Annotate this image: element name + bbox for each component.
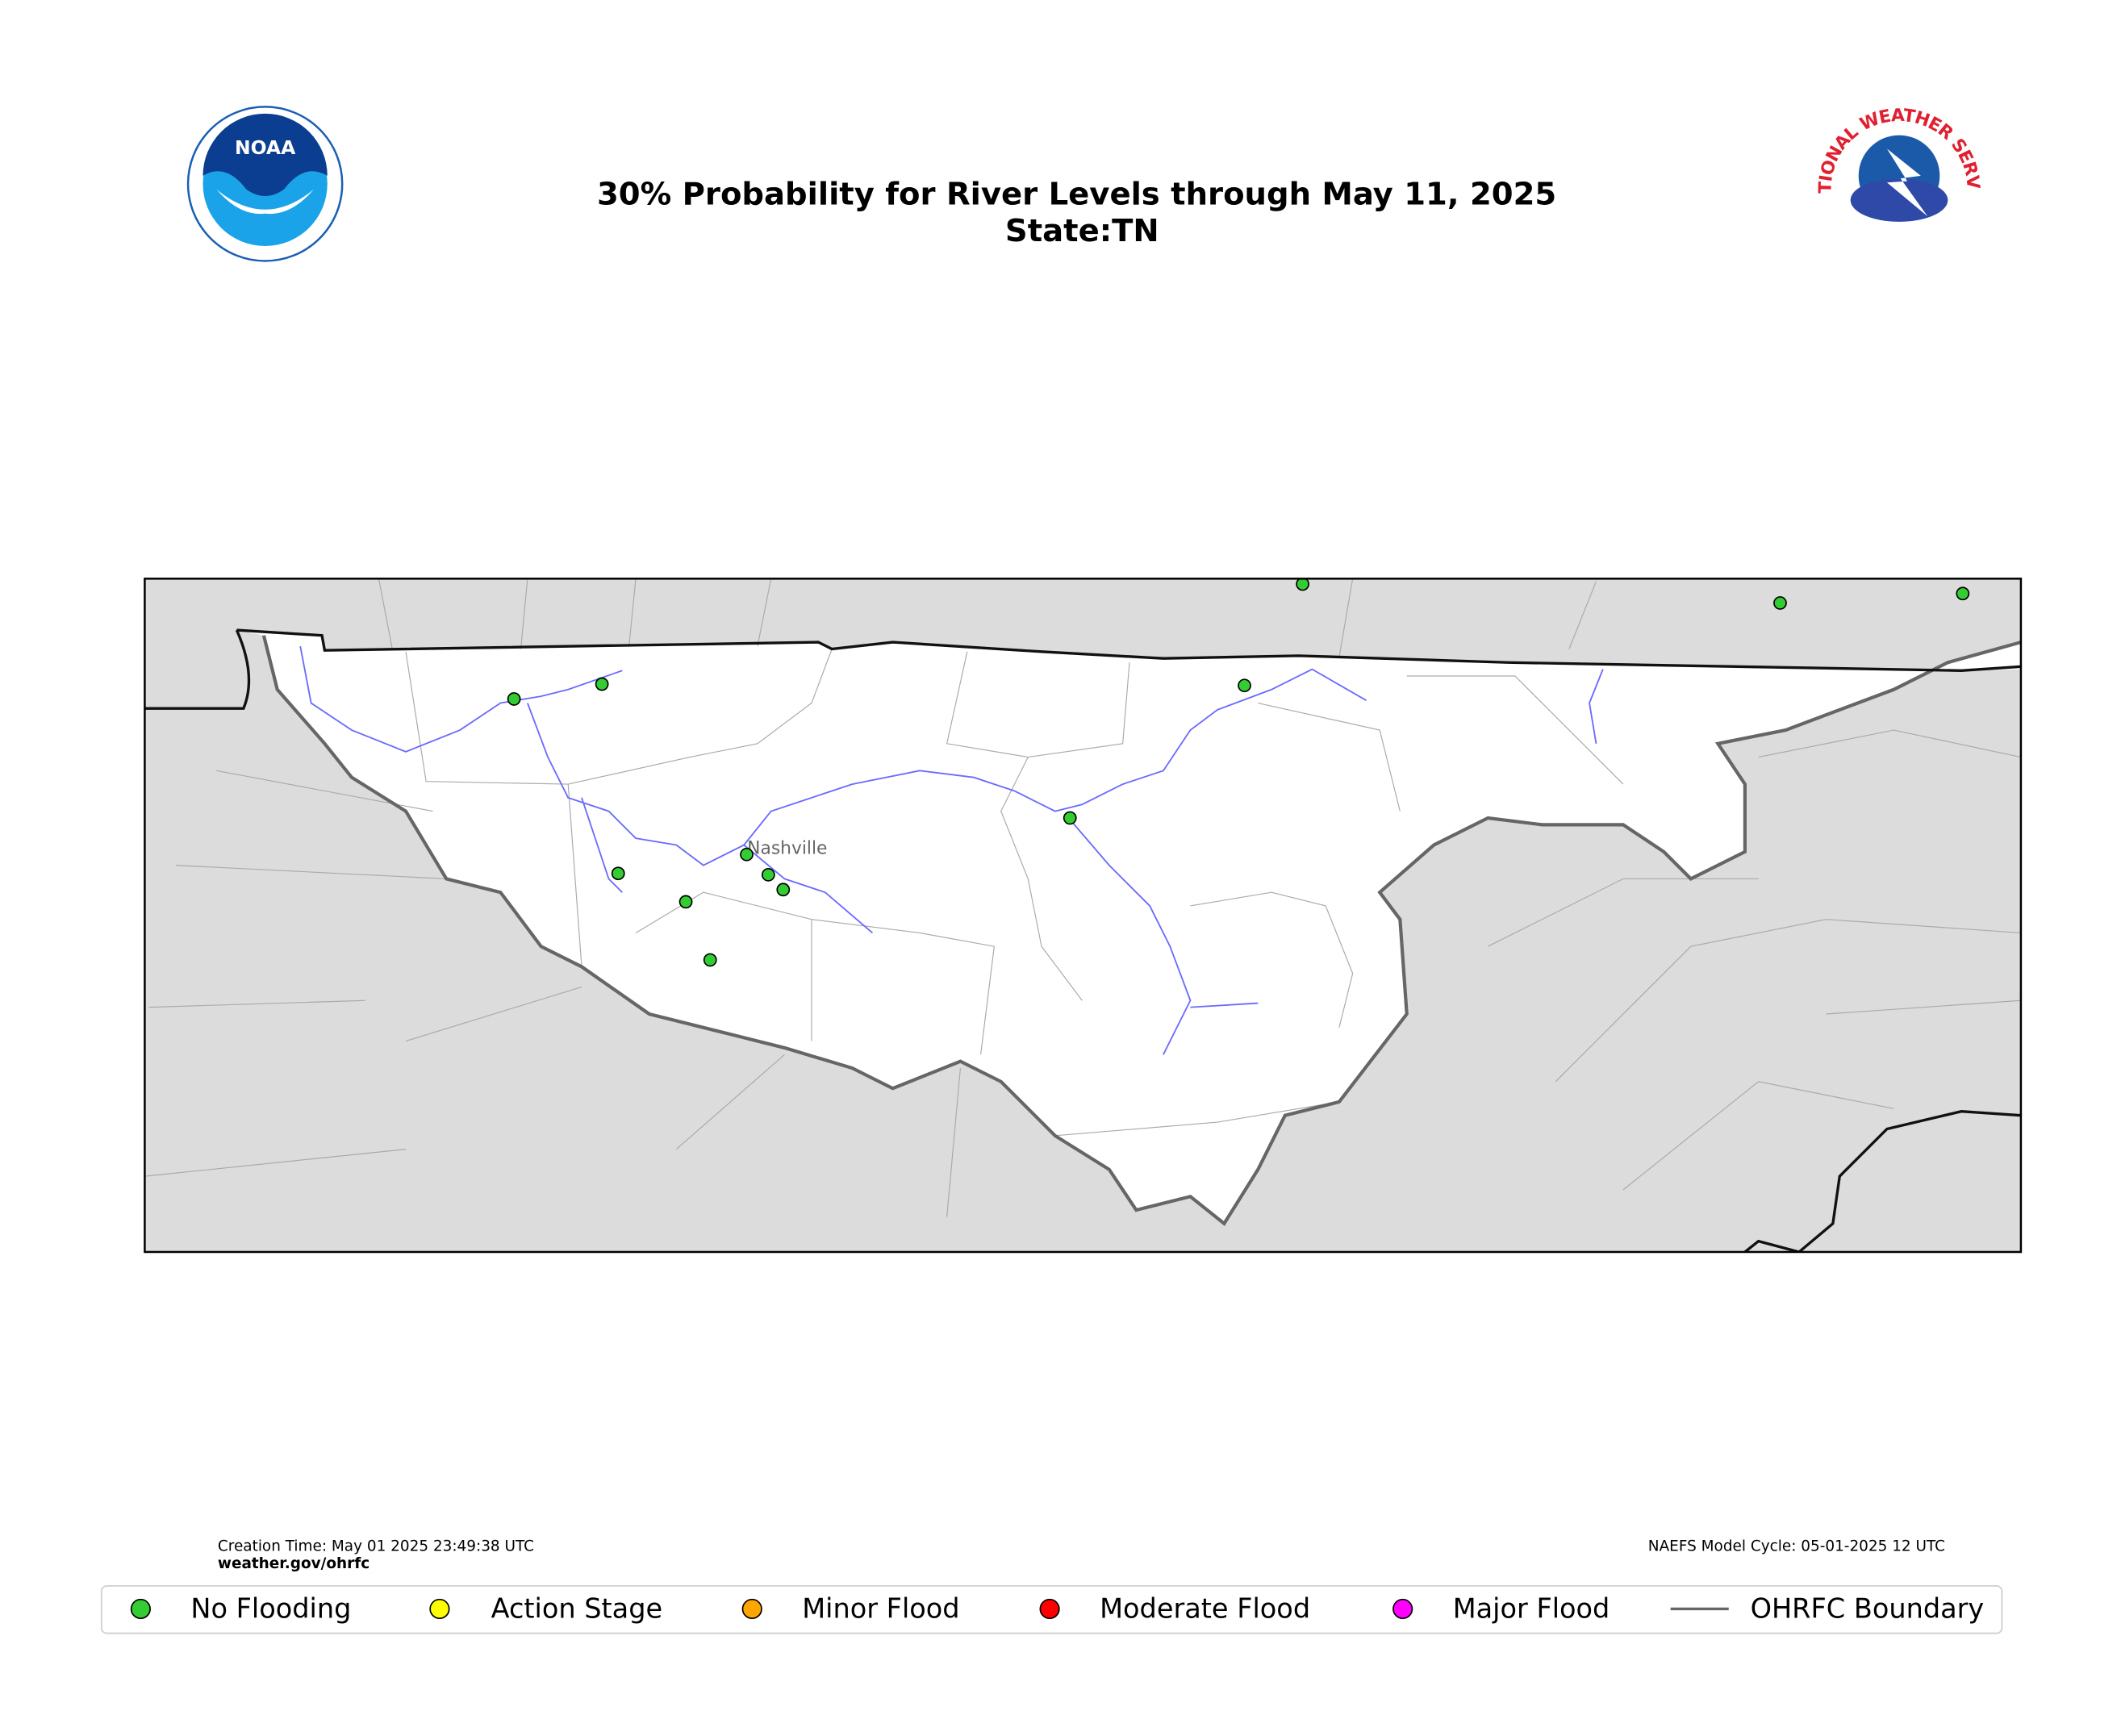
gauge-no-flooding[interactable] — [678, 895, 693, 909]
gauge-no-flooding[interactable] — [1063, 811, 1077, 825]
rivers — [299, 645, 1604, 1055]
map-frame — [144, 578, 2023, 1254]
legend-marker — [741, 1598, 762, 1620]
gauge-no-flooding[interactable] — [595, 677, 609, 691]
gauge-no-flooding[interactable] — [1296, 578, 1310, 591]
legend-marker — [429, 1598, 450, 1620]
gauges — [507, 578, 1970, 967]
legend-label: Action Stage — [491, 1593, 663, 1625]
chart-title: 30% Probability for River Levels through… — [597, 177, 1556, 213]
noaa-logo: NOAA — [186, 106, 344, 262]
ohrfc-boundary — [261, 635, 2021, 1226]
legend-marker — [1039, 1598, 1060, 1620]
noaa-logo-text: NOAA — [235, 136, 296, 159]
gauge-no-flooding[interactable] — [703, 953, 717, 967]
website: weather.gov/ohrfc — [218, 1555, 370, 1572]
gauge-no-flooding[interactable] — [740, 847, 754, 862]
gauge-no-flooding[interactable] — [1238, 678, 1251, 693]
legend-label: Minor Flood — [802, 1593, 959, 1625]
legend-marker — [1392, 1598, 1413, 1620]
legend-label: OHRFC Boundary — [1751, 1593, 1985, 1625]
model-cycle: NAEFS Model Cycle: 05-01-2025 12 UTC — [1648, 1538, 1945, 1554]
map: Nashville — [144, 578, 2021, 1252]
gauge-no-flooding[interactable] — [1956, 586, 1970, 601]
ohrfc-area — [236, 630, 2021, 1224]
county-lines — [144, 578, 2021, 1217]
legend-label: Major Flood — [1453, 1593, 1610, 1625]
gauge-no-flooding[interactable] — [507, 692, 521, 706]
city-label: Nashville — [747, 839, 827, 859]
state-lines — [144, 628, 2021, 1252]
gauge-no-flooding[interactable] — [611, 866, 625, 881]
gauge-no-flooding[interactable] — [761, 868, 775, 882]
gauge-no-flooding[interactable] — [1773, 596, 1787, 610]
legend-label: No Flooding — [190, 1593, 351, 1625]
legend-label: Moderate Flood — [1100, 1593, 1310, 1625]
legend-marker — [130, 1598, 151, 1620]
gauge-no-flooding[interactable] — [776, 883, 791, 897]
creation-time: Creation Time: May 01 2025 23:49:38 UTC — [218, 1538, 534, 1554]
legend: No Flooding Action Stage Minor Flood Modera… — [100, 1585, 2003, 1634]
chart-subtitle: State:TN — [1005, 213, 1159, 249]
